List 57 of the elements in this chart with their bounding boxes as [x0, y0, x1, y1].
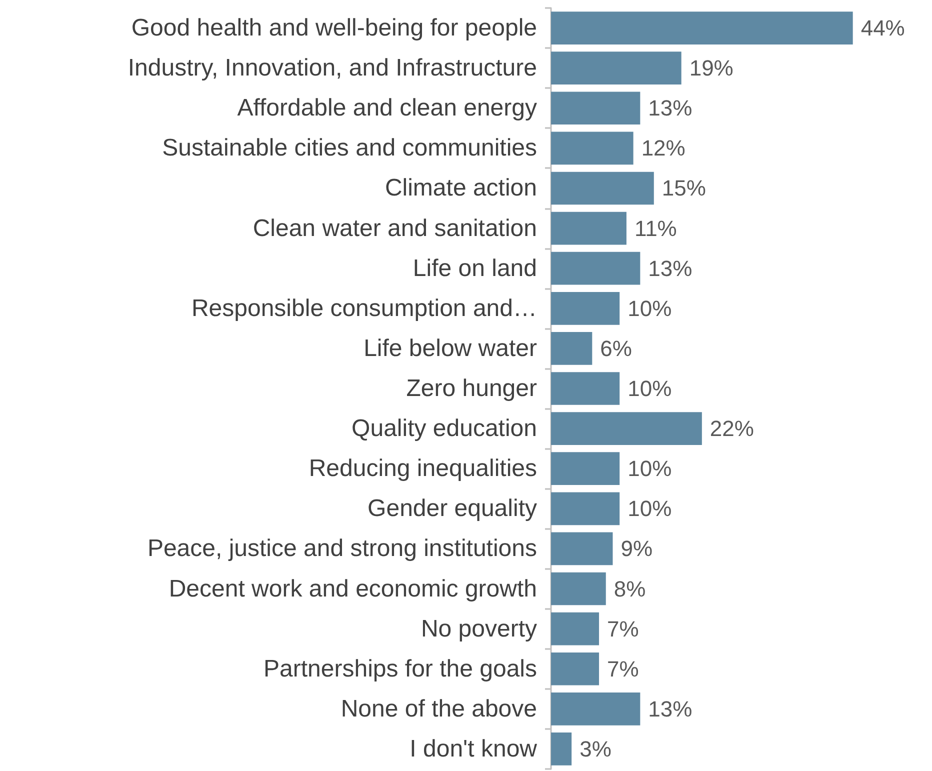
data-label: 11% — [634, 216, 677, 241]
data-label: 13% — [648, 96, 692, 121]
y-tick-label: Clean water and sanitation — [252, 214, 537, 242]
data-label: 44% — [860, 16, 905, 41]
y-tick-label: Decent work and economic growth — [168, 575, 537, 602]
y-tick-label: Gender equality — [368, 495, 537, 522]
y-tick-label: Peace, justice and strong institutions — [147, 535, 537, 562]
y-tick-label: Reducing inequalities — [308, 455, 537, 482]
bar — [551, 612, 600, 646]
y-tick-label: None of the above — [340, 695, 537, 722]
bar — [551, 332, 592, 365]
y-tick-label: Zero hunger — [406, 375, 538, 402]
data-label: 10% — [628, 496, 672, 522]
y-tick-label: Partnerships for the goals — [264, 655, 537, 682]
data-label: 15% — [662, 176, 706, 201]
y-tick-label: No poverty — [420, 615, 537, 642]
bar — [551, 532, 613, 566]
bar — [551, 732, 572, 766]
y-tick-label: Life on land — [412, 254, 537, 282]
y-tick-label: Quality education — [352, 415, 537, 442]
bar — [551, 132, 634, 165]
bar — [551, 12, 853, 44]
data-label: 9% — [620, 536, 653, 562]
bar — [551, 252, 640, 285]
bar — [551, 412, 702, 445]
data-label: 7% — [607, 616, 639, 642]
y-tick-label: Industry, Innovation, and Infrastructure — [128, 54, 537, 82]
bar — [551, 292, 620, 325]
y-tick-label: Life below water — [364, 334, 537, 362]
data-label: 8% — [614, 576, 646, 602]
y-tick-label: Affordable and clean energy — [237, 94, 537, 122]
bar — [551, 452, 620, 486]
y-tick-label: Responsible consumption and… — [191, 294, 537, 322]
data-label: 13% — [648, 256, 692, 281]
y-tick-label: Good health and well-being for people — [131, 14, 537, 42]
bar — [551, 692, 640, 726]
bar — [551, 372, 620, 405]
data-label: 13% — [648, 696, 692, 722]
bar — [551, 572, 606, 606]
bar — [551, 52, 682, 84]
data-label: 10% — [628, 296, 672, 321]
data-label: 19% — [689, 56, 734, 81]
data-label: 12% — [641, 136, 686, 161]
data-label: 7% — [607, 656, 639, 682]
bar — [551, 652, 600, 686]
data-label: 6% — [600, 336, 632, 361]
bar — [551, 492, 620, 526]
bar — [551, 212, 626, 245]
data-label: 10% — [628, 456, 672, 482]
data-label: 22% — [710, 416, 754, 442]
bar — [551, 92, 640, 125]
bar — [551, 172, 654, 205]
y-tick-label: I don't know — [410, 735, 538, 762]
data-label: 10% — [628, 376, 672, 401]
data-label: 3% — [580, 736, 612, 762]
y-tick-label: Sustainable cities and communities — [162, 134, 537, 162]
y-tick-label: Climate action — [384, 174, 537, 202]
